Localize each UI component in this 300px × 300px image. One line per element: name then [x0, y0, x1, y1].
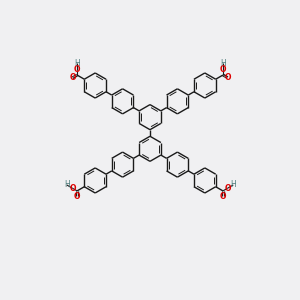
Text: H: H [74, 58, 80, 68]
Text: O: O [69, 184, 76, 193]
Text: O: O [224, 73, 231, 82]
Text: O: O [224, 184, 231, 193]
Text: O: O [74, 192, 80, 201]
Text: O: O [220, 65, 226, 74]
Text: O: O [69, 73, 76, 82]
Text: H: H [230, 180, 236, 189]
Text: O: O [74, 65, 81, 74]
Text: O: O [220, 192, 226, 201]
Text: H: H [64, 180, 70, 189]
Text: H: H [220, 58, 226, 68]
